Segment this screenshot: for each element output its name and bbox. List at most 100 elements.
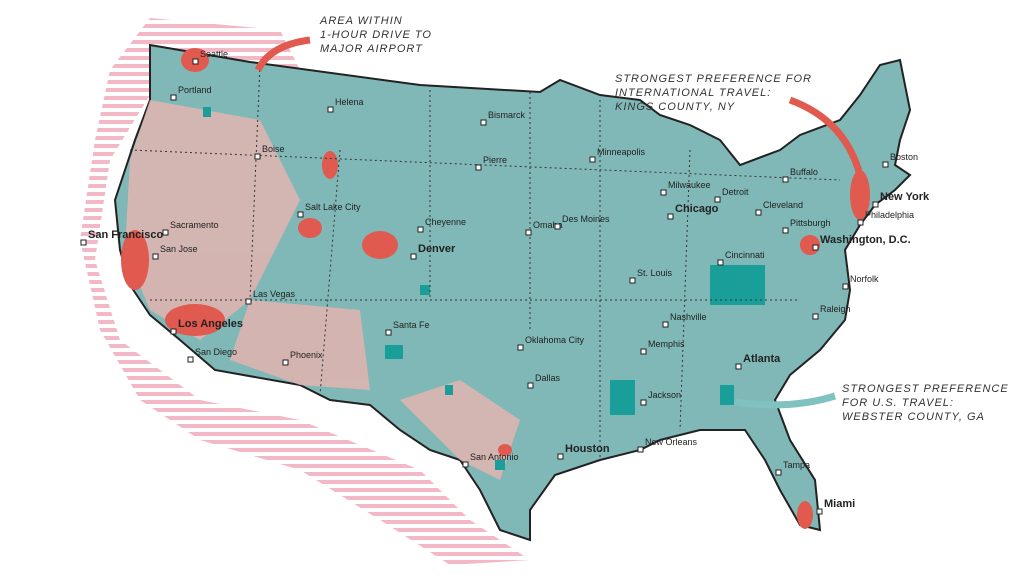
city-marker xyxy=(152,253,159,260)
city-label: Pierre xyxy=(483,155,507,165)
city-label: Las Vegas xyxy=(253,289,296,299)
annotation-line: 1-HOUR DRIVE TO xyxy=(320,29,432,41)
city-label: Nashville xyxy=(670,312,707,322)
city-marker xyxy=(410,253,417,260)
city-marker xyxy=(282,359,289,366)
city-label: Chicago xyxy=(675,203,719,215)
city-marker xyxy=(554,223,561,230)
annotation-line: WEBSTER COUNTY, GA xyxy=(842,411,985,423)
city-label: Pittsburgh xyxy=(790,218,831,228)
city-marker xyxy=(735,363,742,370)
city-label: Minneapolis xyxy=(597,147,646,157)
city-marker xyxy=(80,239,87,246)
city-label: Salt Lake City xyxy=(305,202,361,212)
city-label: Philadelphia xyxy=(865,210,914,220)
us-travel-counties xyxy=(203,107,765,470)
city-marker xyxy=(640,399,647,406)
city-marker xyxy=(782,227,789,234)
city-label: Seattle xyxy=(200,49,228,59)
city-label: Helena xyxy=(335,97,364,107)
city-marker xyxy=(480,119,487,126)
city-label: Tampa xyxy=(783,460,810,470)
annotation-line: STRONGEST PREFERENCE FOR xyxy=(615,73,812,85)
city-marker xyxy=(812,313,819,320)
us-outline xyxy=(113,43,912,542)
city-label: Houston xyxy=(565,443,610,455)
city-marker xyxy=(662,321,669,328)
city-label: New Orleans xyxy=(645,437,698,447)
city-marker xyxy=(637,446,644,453)
annotation-line: INTERNATIONAL TRAVEL: xyxy=(615,87,771,99)
city-marker xyxy=(589,156,596,163)
city-label: Detroit xyxy=(722,187,749,197)
city-label: Santa Fe xyxy=(393,320,430,330)
city-marker xyxy=(872,201,879,208)
city-label: Cheyenne xyxy=(425,217,466,227)
city-label: San Antonio xyxy=(470,452,519,462)
city-marker xyxy=(527,382,534,389)
city-label: Boise xyxy=(262,144,285,154)
city-label: Milwaukee xyxy=(668,180,711,190)
city-label: Cleveland xyxy=(763,200,803,210)
city-marker xyxy=(297,211,304,218)
city-marker xyxy=(417,226,424,233)
annotation-line: STRONGEST PREFERENCE xyxy=(842,383,1009,395)
city-label: San Diego xyxy=(195,347,237,357)
city-marker xyxy=(162,229,169,236)
city-marker xyxy=(842,283,849,290)
city-label: Sacramento xyxy=(170,220,219,230)
annotation-line: AREA WITHIN xyxy=(319,15,403,27)
annotation-line: KINGS COUNTY, NY xyxy=(615,101,735,113)
city-label: St. Louis xyxy=(637,268,673,278)
city-label: San Jose xyxy=(160,244,198,254)
state-borders xyxy=(129,64,841,460)
city-label: Memphis xyxy=(648,339,685,349)
city-marker xyxy=(660,189,667,196)
city-label: Buffalo xyxy=(790,167,818,177)
city-labels: Seattle Portland Helena Bismarck Boise Pierre… xyxy=(80,49,930,515)
city-label: Atlanta xyxy=(743,353,781,365)
city-label: Bismarck xyxy=(488,110,526,120)
city-marker xyxy=(816,508,823,515)
city-marker xyxy=(254,153,261,160)
city-label: Boston xyxy=(890,152,918,162)
annotations: AREA WITHIN 1-HOUR DRIVE TO MAJOR AIRPORT S… xyxy=(319,15,1009,423)
city-label: San Francisco xyxy=(88,229,163,241)
city-marker xyxy=(857,219,864,226)
city-marker xyxy=(245,298,252,305)
city-marker xyxy=(629,277,636,284)
city-marker xyxy=(775,469,782,476)
city-label: New York xyxy=(880,191,930,203)
city-marker xyxy=(525,229,532,236)
city-marker xyxy=(782,176,789,183)
city-label: Cincinnati xyxy=(725,250,765,260)
city-label: Portland xyxy=(178,85,212,95)
city-marker xyxy=(327,106,334,113)
city-label: Phoenix xyxy=(290,350,323,360)
city-label: Los Angeles xyxy=(178,318,243,330)
city-label: Washington, D.C. xyxy=(820,234,911,246)
airport-zones xyxy=(121,48,870,529)
annotation-line: MAJOR AIRPORT xyxy=(320,43,423,55)
city-label: Denver xyxy=(418,243,456,255)
city-marker xyxy=(812,244,819,251)
city-marker xyxy=(557,453,564,460)
city-marker xyxy=(517,344,524,351)
city-marker xyxy=(667,213,674,220)
city-label: Oklahoma City xyxy=(525,335,585,345)
city-label: Omaha xyxy=(533,220,563,230)
city-marker xyxy=(192,58,199,65)
city-marker xyxy=(187,356,194,363)
city-marker xyxy=(714,196,721,203)
city-marker xyxy=(717,259,724,266)
city-marker xyxy=(385,329,392,336)
city-label: Norfolk xyxy=(850,274,879,284)
city-label: Jackson xyxy=(648,390,681,400)
city-marker xyxy=(170,328,177,335)
city-marker xyxy=(170,94,177,101)
city-label: Miami xyxy=(824,498,855,510)
pointer-arrows xyxy=(254,36,864,409)
city-label: Des Moines xyxy=(562,214,610,224)
city-marker xyxy=(755,209,762,216)
